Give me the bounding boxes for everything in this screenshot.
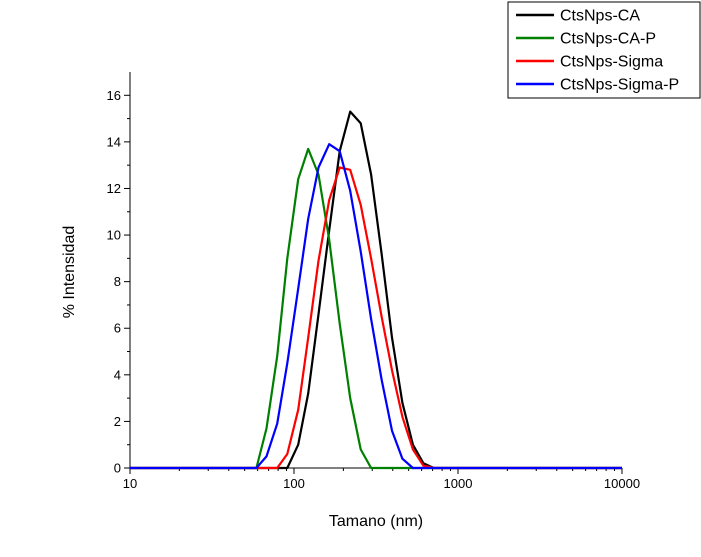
y-tick-label: 6 <box>114 321 121 336</box>
series-line-ctsnps-ca <box>130 110 622 470</box>
legend-label: CtsNps-CA-P <box>560 31 656 48</box>
x-tick-label: 1000 <box>444 476 473 491</box>
y-tick-label: 10 <box>107 228 121 243</box>
x-tick-label: 10000 <box>604 476 640 491</box>
series-line-ctsnps-sigma-p <box>130 143 622 470</box>
legend: CtsNps-CA CtsNps-CA-P CtsNps-Sigma CtsNps-S… <box>507 1 701 99</box>
y-tick-label: 14 <box>107 134 121 149</box>
y-tick-label: 12 <box>107 181 121 196</box>
legend-label: CtsNps-Sigma <box>560 54 663 71</box>
legend-label: CtsNps-Sigma-P <box>560 77 679 94</box>
series-group <box>130 110 622 470</box>
legend-label: CtsNps-CA <box>560 8 640 25</box>
y-tick-label: 2 <box>114 414 121 429</box>
x-tick-label: 100 <box>283 476 305 491</box>
y-tick-label: 16 <box>107 88 121 103</box>
x-axis-label: Tamano (nm) <box>329 513 423 530</box>
series-line-ctsnps-sigma <box>130 166 622 470</box>
y-tick-label: 4 <box>114 367 121 382</box>
y-tick-label: 0 <box>114 461 121 476</box>
axes: 10 100 1000 10000 0 2 4 6 8 10 12 14 16 <box>107 72 640 491</box>
legend-box <box>507 1 701 99</box>
x-tick-label: 10 <box>123 476 137 491</box>
series-line-ctsnps-ca-p <box>130 147 622 470</box>
y-tick-label: 8 <box>114 274 121 289</box>
y-axis-label: % Intensidad <box>61 226 78 319</box>
